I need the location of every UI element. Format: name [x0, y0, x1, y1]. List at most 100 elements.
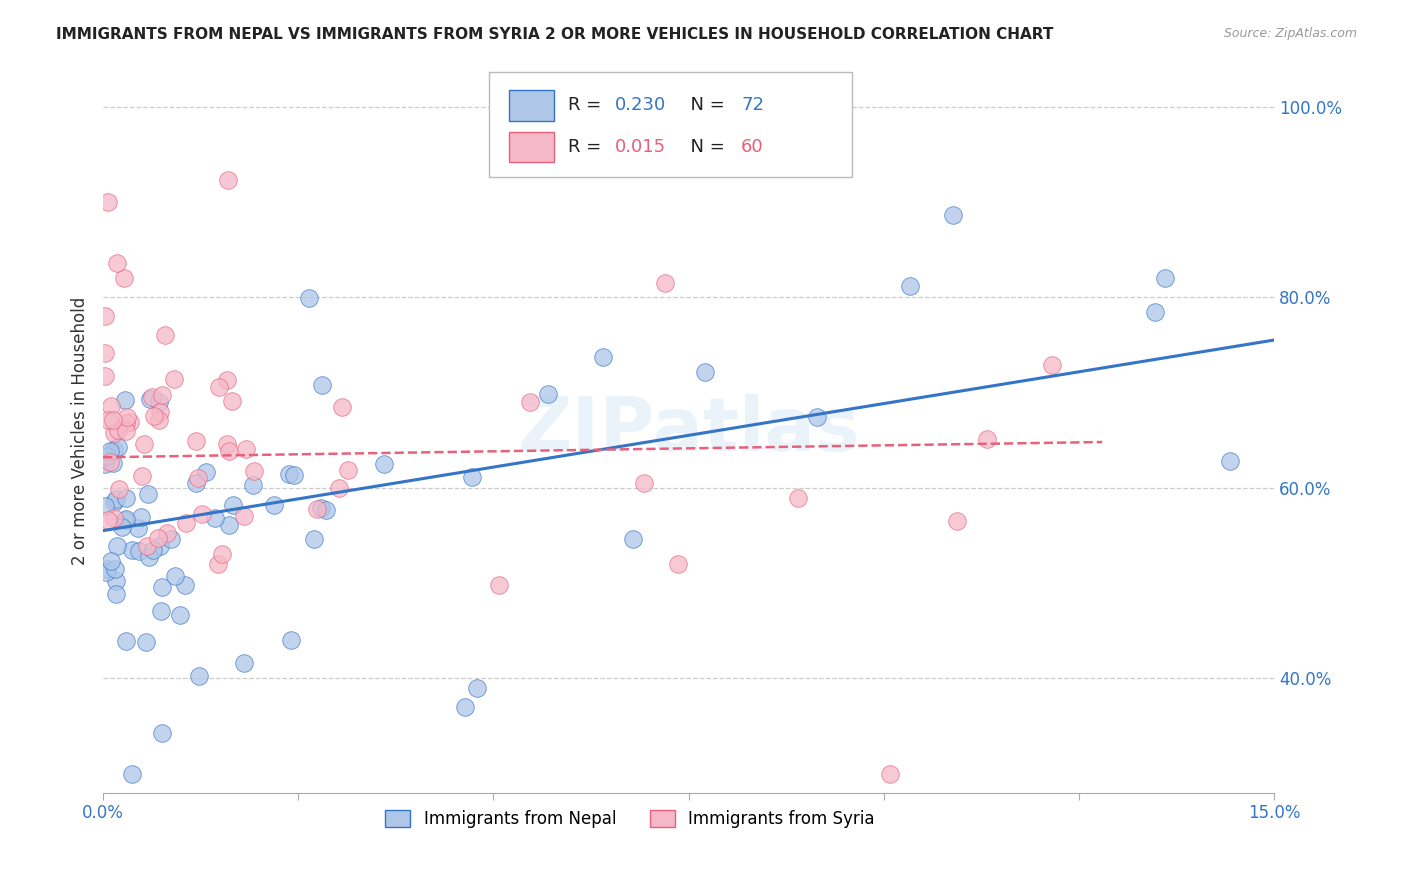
Point — [136, 539, 159, 553]
Point — [134, 437, 156, 451]
Point — [114, 393, 136, 408]
Point — [695, 365, 717, 379]
Point — [163, 372, 186, 386]
Point — [114, 425, 136, 439]
Point — [330, 400, 353, 414]
Point — [942, 208, 965, 222]
Point — [146, 531, 169, 545]
Text: Source: ZipAtlas.com: Source: ZipAtlas.com — [1223, 27, 1357, 40]
Point — [298, 291, 321, 305]
Point — [280, 633, 302, 648]
Point — [195, 465, 218, 479]
Point — [309, 501, 332, 516]
Point — [114, 491, 136, 505]
Point — [94, 346, 117, 360]
Point — [94, 458, 117, 472]
Point — [148, 394, 170, 409]
Text: 60: 60 — [741, 137, 763, 156]
Point — [806, 410, 828, 425]
Point — [1040, 358, 1063, 372]
Text: R =: R = — [568, 96, 607, 114]
Point — [190, 507, 212, 521]
Point — [337, 463, 360, 477]
Point — [112, 271, 135, 285]
Point — [129, 510, 152, 524]
Point — [96, 449, 118, 463]
Point — [946, 514, 969, 528]
Point — [305, 502, 328, 516]
Point — [115, 409, 138, 424]
Point — [277, 467, 299, 481]
Point — [97, 413, 120, 427]
Point — [149, 405, 172, 419]
Point — [138, 550, 160, 565]
Text: N =: N = — [679, 96, 731, 114]
Text: 0.230: 0.230 — [614, 96, 666, 114]
Text: 72: 72 — [741, 96, 765, 114]
Point — [111, 520, 134, 534]
Point — [243, 464, 266, 478]
Point — [184, 434, 207, 448]
Point — [114, 512, 136, 526]
Point — [150, 726, 173, 740]
Point — [114, 513, 136, 527]
Y-axis label: 2 or more Vehicles in Household: 2 or more Vehicles in Household — [72, 296, 89, 565]
Point — [101, 456, 124, 470]
Point — [221, 394, 243, 409]
Point — [127, 521, 149, 535]
Point — [103, 495, 125, 509]
Point — [104, 586, 127, 600]
Point — [101, 413, 124, 427]
Text: R =: R = — [568, 137, 607, 156]
Point — [105, 539, 128, 553]
Point — [97, 513, 120, 527]
Point — [1219, 453, 1241, 467]
Point — [1143, 305, 1166, 319]
Point — [453, 699, 475, 714]
Point — [633, 475, 655, 490]
Point — [115, 416, 138, 430]
Point — [311, 378, 333, 392]
Point — [207, 557, 229, 571]
Point — [188, 669, 211, 683]
Point — [103, 442, 125, 457]
Point — [235, 442, 257, 457]
Point — [104, 574, 127, 588]
Point — [218, 518, 240, 533]
Legend: Immigrants from Nepal, Immigrants from Syria: Immigrants from Nepal, Immigrants from S… — [378, 804, 882, 835]
Point — [141, 543, 163, 558]
Point — [160, 532, 183, 546]
Point — [94, 310, 117, 324]
Point — [302, 533, 325, 547]
Text: 0.015: 0.015 — [614, 137, 666, 156]
Point — [98, 444, 121, 458]
Point — [242, 478, 264, 492]
Point — [149, 604, 172, 618]
Point — [217, 437, 239, 451]
Point — [128, 544, 150, 558]
Point — [488, 577, 510, 591]
Point — [94, 500, 117, 514]
Point — [97, 194, 120, 209]
Point — [94, 369, 117, 384]
Point — [148, 412, 170, 426]
FancyBboxPatch shape — [489, 72, 852, 178]
Point — [121, 766, 143, 780]
Point — [105, 255, 128, 269]
Point — [138, 392, 160, 406]
Point — [121, 543, 143, 558]
Point — [976, 432, 998, 446]
Point — [169, 607, 191, 622]
Point — [149, 540, 172, 554]
Point — [104, 562, 127, 576]
Point — [315, 503, 337, 517]
Point — [204, 511, 226, 525]
Point — [100, 554, 122, 568]
Point — [879, 766, 901, 780]
Point — [592, 350, 614, 364]
Point — [108, 482, 131, 496]
Point — [131, 468, 153, 483]
Point — [115, 634, 138, 648]
Point — [373, 457, 395, 471]
Point — [118, 416, 141, 430]
